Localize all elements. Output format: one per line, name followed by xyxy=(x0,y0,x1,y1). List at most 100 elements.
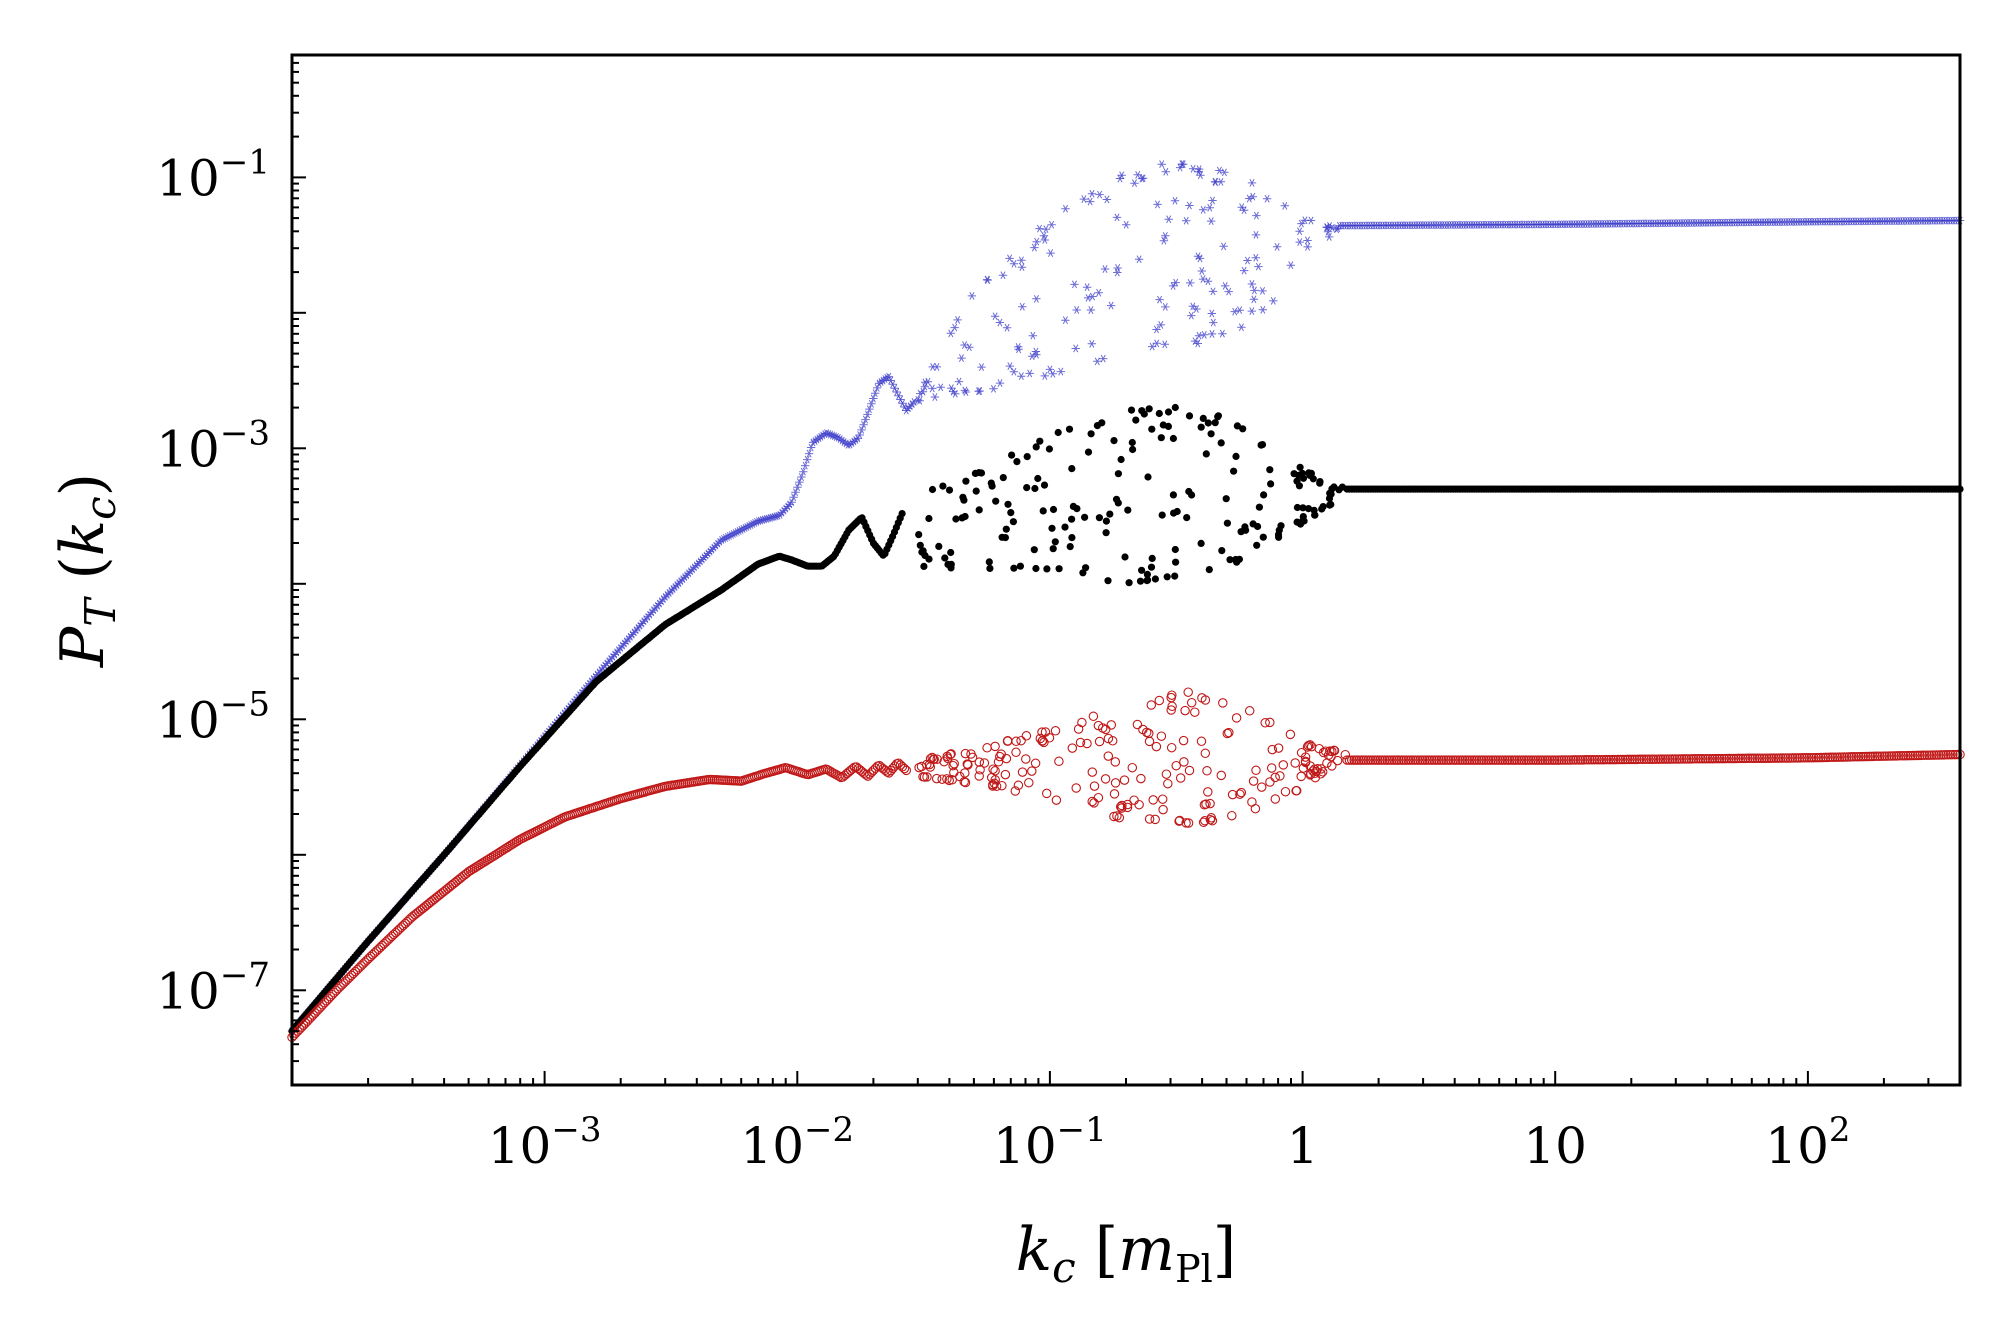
series-red-point-775 xyxy=(1870,751,1880,762)
series-red-point-427 xyxy=(1112,811,1122,821)
series-black-point-344 xyxy=(1049,505,1058,514)
series-black-point-332 xyxy=(941,554,949,562)
series-red-point-651 xyxy=(1578,755,1588,765)
series-red-point-759 xyxy=(1832,752,1843,762)
series-red-point-616 xyxy=(1495,755,1506,765)
series-black-point-445 xyxy=(1023,453,1031,461)
series-red-point-595 xyxy=(1446,755,1456,765)
series-red-point-476 xyxy=(1100,724,1111,735)
series-blue-point-468 xyxy=(1009,367,1019,376)
series-blue-point-364 xyxy=(916,389,925,398)
series-red-point-545 xyxy=(1302,742,1313,752)
series-red-point-707 xyxy=(1710,753,1720,764)
series-black-point-511 xyxy=(1132,416,1140,424)
series-red-point-512 xyxy=(1181,818,1191,828)
series-blue-point-421 xyxy=(1155,295,1164,304)
series-red-point-698 xyxy=(1688,754,1699,764)
x-tick-label: 10−2 xyxy=(740,1110,854,1175)
series-red-point-365 xyxy=(1197,693,1207,703)
series-black-point-515 xyxy=(1157,434,1165,442)
series-blue-point-431 xyxy=(982,275,992,284)
series-red-point-485 xyxy=(1071,783,1081,793)
series-red-point-553 xyxy=(1347,755,1357,765)
series-red-point-392 xyxy=(1110,778,1121,788)
series-red-point-395 xyxy=(1089,798,1099,808)
series-red-point-799 xyxy=(1926,750,1937,760)
series-blue-point-333 xyxy=(1028,331,1038,340)
series-red-point-714 xyxy=(1726,753,1737,764)
series-red-point-536 xyxy=(1132,719,1143,730)
series-red-point-479 xyxy=(1171,760,1181,771)
series-blue-point-377 xyxy=(1083,293,1093,302)
series-black-point-467 xyxy=(1254,522,1262,531)
series-red-point-761 xyxy=(1837,752,1847,762)
series-blue-point-442 xyxy=(1220,168,1229,177)
series-black-point-379 xyxy=(1143,577,1151,585)
series-black-point-402 xyxy=(1158,511,1166,519)
series-blue-point-388 xyxy=(1152,325,1161,334)
series-blue-point-447 xyxy=(1047,220,1056,229)
series-blue-point-497 xyxy=(920,378,930,387)
series-black-point-489 xyxy=(925,555,933,563)
series-black-point-434 xyxy=(1217,439,1225,447)
series-red-point-576 xyxy=(1401,755,1411,765)
series-red-point-608 xyxy=(1476,755,1487,765)
series-blue-point-331 xyxy=(957,354,966,362)
series-blue-point-294 xyxy=(859,420,868,429)
series-red-point-319 xyxy=(899,763,910,774)
series-black-point-454 xyxy=(960,496,968,504)
series-blue-point-355 xyxy=(1251,253,1260,262)
series-black-point-397 xyxy=(1258,441,1267,449)
series-red-point-709 xyxy=(1714,753,1725,764)
series-blue-point-474 xyxy=(1208,196,1217,205)
series-red-point-607 xyxy=(1474,755,1484,765)
series-red-point-708 xyxy=(1712,753,1722,764)
series-red-point-713 xyxy=(1724,753,1734,764)
series-red-point-613 xyxy=(1488,755,1498,765)
series-red-point-356 xyxy=(1011,747,1021,758)
series-red-point-619 xyxy=(1502,755,1513,765)
series-red-point-555 xyxy=(1351,755,1362,765)
series-red-point-327 xyxy=(1205,798,1215,809)
series-red-point-535 xyxy=(990,766,1000,776)
series-blue xyxy=(287,160,1965,1035)
series-blue-point-391 xyxy=(1061,316,1070,325)
series-red-point-746 xyxy=(1802,753,1812,763)
series-black-point-497 xyxy=(1293,518,1301,526)
series-red-point-626 xyxy=(1519,755,1529,765)
series-blue-point-499 xyxy=(1187,311,1196,320)
series-red-point-430 xyxy=(1158,804,1168,815)
series-blue-point-503 xyxy=(1027,352,1037,361)
series-blue-point-492 xyxy=(1303,236,1312,245)
plot-frame xyxy=(290,53,1962,1087)
series-black-point-320 xyxy=(898,509,906,518)
series-red-point-577 xyxy=(1403,755,1414,765)
series-red-point-565 xyxy=(1375,755,1385,765)
series-blue-point-430 xyxy=(1086,306,1096,314)
series-black-point-472 xyxy=(1188,491,1196,499)
series-blue-point-293 xyxy=(857,425,866,434)
series-blue-point-404 xyxy=(1208,287,1218,296)
series-black-point-432 xyxy=(1066,543,1074,551)
series-red-point-487 xyxy=(1325,746,1335,756)
series-red-point-685 xyxy=(1658,754,1668,764)
series-red-point-644 xyxy=(1561,755,1572,765)
series-red-point-633 xyxy=(1535,755,1546,765)
series-red-point-603 xyxy=(1464,755,1475,765)
series-red-point-569 xyxy=(1384,755,1395,765)
series-blue-point-390 xyxy=(1046,249,1055,257)
series-red-point-617 xyxy=(1497,755,1508,765)
series-black-point-353 xyxy=(1039,507,1047,515)
series-red-point-338 xyxy=(1148,795,1158,805)
series-red-point-650 xyxy=(1575,755,1586,765)
series-blue-point-485 xyxy=(1247,280,1257,288)
series-blue-point-508 xyxy=(932,363,942,371)
series-red-point-671 xyxy=(1625,754,1635,765)
series-red-point-525 xyxy=(1256,782,1267,792)
series-blue-point-398 xyxy=(967,291,977,300)
series-red-point-570 xyxy=(1387,755,1397,765)
series-red-point-649 xyxy=(1573,755,1583,765)
series-red-point-516 xyxy=(1051,795,1062,805)
series-layer xyxy=(287,160,1965,1043)
series-blue-point-487 xyxy=(1295,238,1304,246)
